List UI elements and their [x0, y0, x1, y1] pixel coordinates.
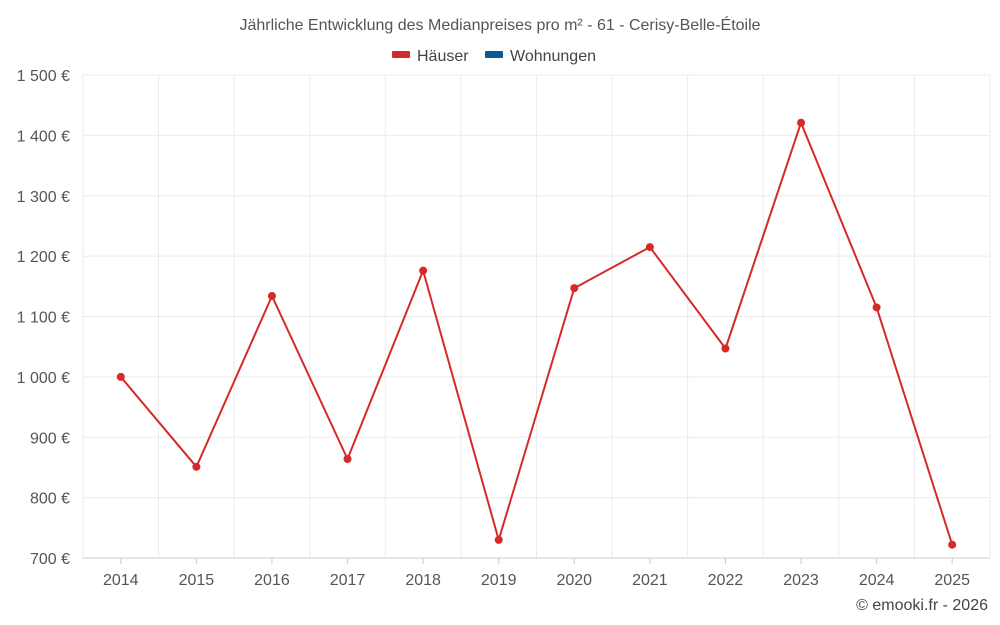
series-line: [120, 121, 954, 546]
x-tick-label: 2015: [179, 572, 215, 589]
data-point-2023[interactable]: [797, 118, 806, 127]
y-tick-label: 900 €: [30, 430, 70, 447]
legend-swatch-1[interactable]: [485, 51, 503, 58]
x-tick-label: 2018: [405, 572, 441, 589]
y-tick-label: 1 100 €: [17, 310, 70, 327]
x-tick-label: 2014: [103, 572, 139, 589]
credit-text: © emooki.fr - 2026: [856, 597, 988, 614]
y-tick-label: 1 200 €: [17, 249, 70, 266]
y-tick-label: 1 300 €: [17, 189, 70, 206]
series-0: [116, 118, 957, 549]
y-tick-label: 800 €: [30, 491, 70, 508]
data-point-2020[interactable]: [570, 284, 579, 293]
y-tick-label: 700 €: [30, 551, 70, 568]
x-tick-label: 2016: [254, 572, 290, 589]
chart-title: Jährliche Entwicklung des Medianpreises …: [239, 15, 760, 34]
y-tick-label: 1 000 €: [17, 370, 70, 387]
data-point-2017[interactable]: [343, 454, 352, 463]
data-point-2024[interactable]: [872, 303, 881, 312]
x-tick-label: 2021: [632, 572, 668, 589]
data-point-2025[interactable]: [948, 540, 957, 549]
data-point-2022[interactable]: [721, 344, 730, 353]
y-tick-label: 1 500 €: [17, 68, 70, 85]
legend-swatch-0[interactable]: [392, 51, 410, 58]
legend: Häuser Wohnungen: [392, 48, 596, 65]
data-point-2018[interactable]: [419, 266, 428, 275]
data-point-2021[interactable]: [645, 243, 654, 252]
x-tick-label: 2017: [330, 572, 366, 589]
legend-label-1[interactable]: Wohnungen: [510, 48, 596, 65]
y-tick-label: 1 400 €: [17, 128, 70, 145]
x-tick-label: 2024: [859, 572, 895, 589]
x-gridlines: [82, 75, 991, 558]
x-tick-label: 2023: [783, 572, 819, 589]
legend-label-0[interactable]: Häuser: [417, 48, 469, 65]
x-tick-label: 2020: [556, 572, 592, 589]
x-axis: 2014 2015 2016 2017 2018 2019 2020 2021 2022 2023…: [103, 558, 970, 589]
data-point-2014[interactable]: [116, 372, 125, 381]
y-axis: 700 € 800 € 900 € 1 000 € 1 100 € 1 200 € 1 30…: [17, 68, 70, 568]
data-point-2016[interactable]: [267, 291, 276, 300]
series-layer: [116, 118, 957, 549]
data-point-2019[interactable]: [494, 535, 503, 544]
data-point-2015[interactable]: [192, 462, 201, 471]
x-tick-label: 2022: [708, 572, 744, 589]
x-tick-label: 2025: [934, 572, 970, 589]
x-tick-label: 2019: [481, 572, 517, 589]
